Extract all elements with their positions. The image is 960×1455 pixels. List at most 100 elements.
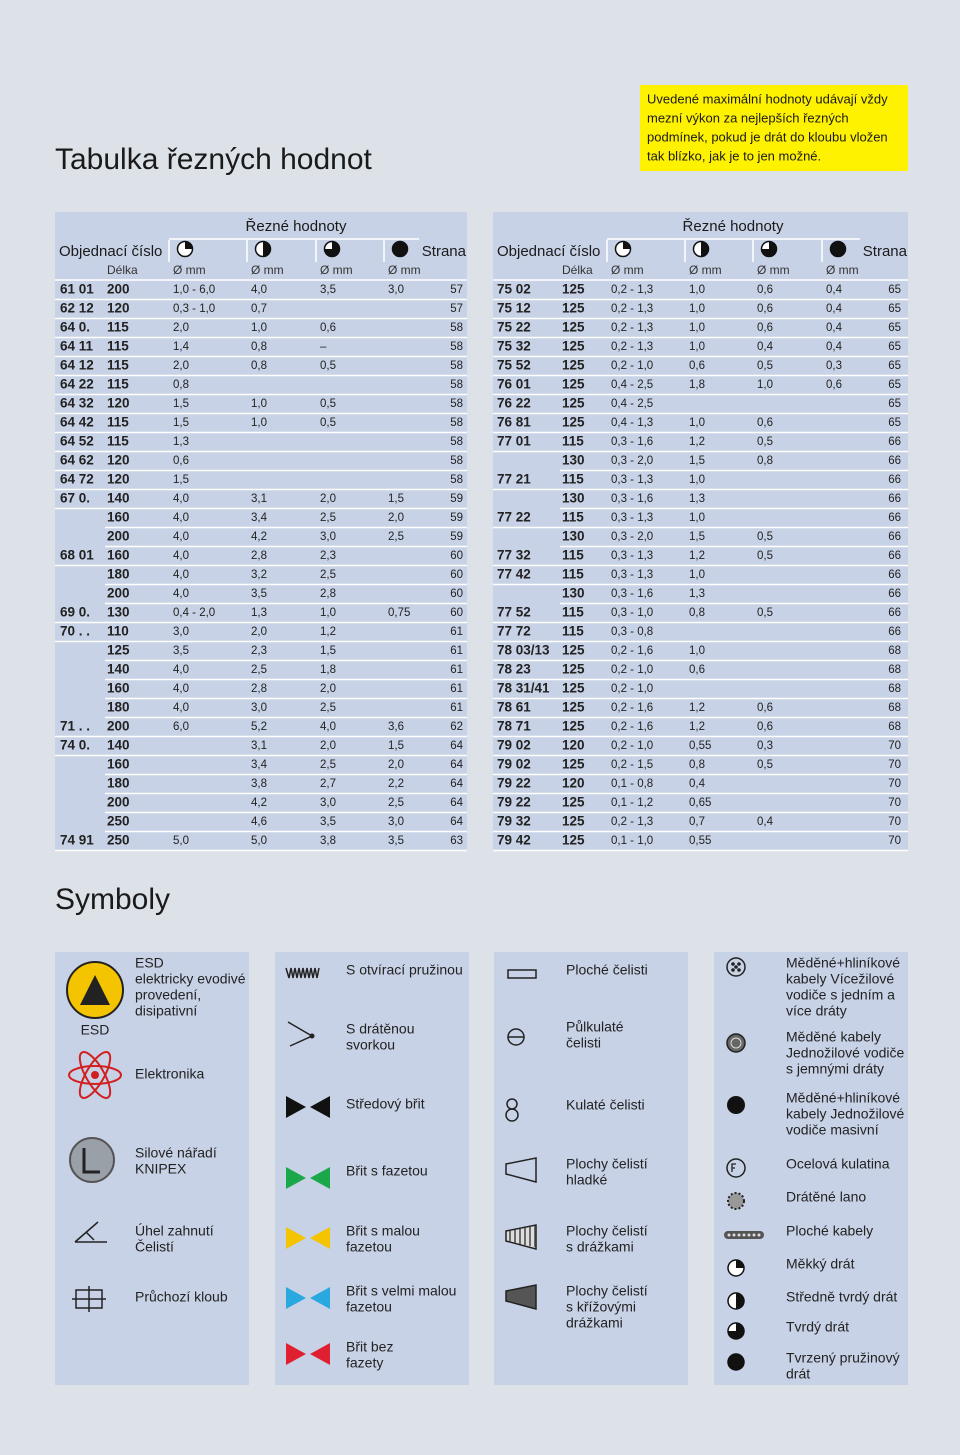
icon xyxy=(737,962,741,966)
value-cell: 1,5 xyxy=(173,417,189,429)
value-cell: 3,5 xyxy=(320,284,336,296)
order-header: Objednací číslo xyxy=(59,243,162,260)
value-cell: – xyxy=(320,341,327,353)
icon xyxy=(505,1157,537,1183)
key-cell: 69 0. xyxy=(60,605,90,620)
value-cell: 0,6 xyxy=(757,322,773,334)
key-cell: 130 xyxy=(562,586,585,601)
key-cell: 125 xyxy=(562,681,585,696)
key-cell: 79 42 xyxy=(497,833,531,848)
key-cell: 130 xyxy=(107,605,130,620)
symbol-label: Elektronika xyxy=(135,1066,204,1082)
key-cell: 61 01 xyxy=(60,282,94,297)
page-cell: 58 xyxy=(450,417,463,429)
value-cell: 2,3 xyxy=(320,550,336,562)
icon xyxy=(72,1286,106,1312)
key-cell: 78 61 xyxy=(497,700,531,715)
icon xyxy=(324,241,340,257)
symbol-label: drážkami xyxy=(566,1315,623,1331)
page-cell: 70 xyxy=(888,778,901,790)
value-cell: 2,8 xyxy=(251,683,267,695)
value-cell: 1,5 xyxy=(173,474,189,486)
icon xyxy=(286,1167,330,1189)
subheader: Ø mm xyxy=(388,263,421,277)
key-cell: 79 32 xyxy=(497,814,531,829)
value-cell: 3,8 xyxy=(251,778,267,790)
key-cell: 78 03/13 xyxy=(497,643,550,658)
key-cell: 125 xyxy=(562,396,585,411)
value-cell: 3,0 xyxy=(251,702,267,714)
page-cell: 61 xyxy=(450,645,463,657)
value-cell: 3,0 xyxy=(388,284,404,296)
symbol-label: Měděné kabely xyxy=(786,1029,881,1045)
key-cell: 67 0. xyxy=(60,491,90,506)
page-cell: 66 xyxy=(888,455,901,467)
value-cell: 4,0 xyxy=(173,493,189,505)
value-cell: 1,5 xyxy=(388,493,404,505)
value-cell: 5,0 xyxy=(251,835,267,847)
key-cell: 78 23 xyxy=(497,662,531,677)
page-cell: 68 xyxy=(888,645,901,657)
page-cell: 64 xyxy=(450,816,463,828)
symbol-label: fazetou xyxy=(346,1299,392,1315)
value-cell: 0,3 - 1,0 xyxy=(611,607,653,619)
symbol-label: Drátěné lano xyxy=(786,1189,866,1205)
value-cell: 1,0 xyxy=(689,645,705,657)
value-cell: 0,8 xyxy=(757,455,773,467)
icon xyxy=(728,1323,744,1339)
key-cell: 115 xyxy=(107,320,129,335)
symbol-label: Čelistí xyxy=(135,1239,174,1255)
key-cell: 200 xyxy=(107,529,130,544)
value-cell: 4,0 xyxy=(320,721,336,733)
value-cell: 3,5 xyxy=(173,645,189,657)
icon xyxy=(74,1221,107,1243)
value-cell: 1,5 xyxy=(173,398,189,410)
value-cell: 3,0 xyxy=(320,531,336,543)
key-cell: 79 02 xyxy=(497,757,531,772)
symbol-label: více dráty xyxy=(786,1003,847,1019)
value-cell: 2,7 xyxy=(320,778,336,790)
value-cell: 0,55 xyxy=(689,835,711,847)
value-cell: 2,0 xyxy=(173,322,189,334)
page-cell: 60 xyxy=(450,588,463,600)
value-cell: 0,4 - 2,5 xyxy=(611,398,653,410)
value-cell: 0,4 xyxy=(826,341,843,353)
page-cell: 64 xyxy=(450,797,463,809)
subheader: Ø mm xyxy=(757,263,790,277)
value-cell: 0,3 - 2,0 xyxy=(611,531,653,543)
value-cell: 0,2 - 1,6 xyxy=(611,645,653,657)
value-cell: 2,2 xyxy=(388,778,404,790)
key-cell: 160 xyxy=(107,548,130,563)
symbol-label: provedení, xyxy=(135,987,201,1003)
key-cell: 140 xyxy=(107,738,130,753)
value-cell: 1,0 xyxy=(251,417,267,429)
key-cell: 125 xyxy=(562,415,585,430)
symbol-label: kabely Vícežilové xyxy=(786,971,894,987)
value-cell: 0,2 - 1,3 xyxy=(611,816,653,828)
value-cell: 0,3 xyxy=(826,360,842,372)
key-cell: 180 xyxy=(107,776,130,791)
key-cell: 200 xyxy=(107,282,130,297)
value-cell: 0,6 xyxy=(757,417,773,429)
key-cell: 120 xyxy=(562,738,585,753)
symbol-label: Plochy čelistí xyxy=(566,1156,648,1172)
symbol-label: Plochy čelistí xyxy=(566,1283,648,1299)
value-cell: 4,0 xyxy=(173,531,189,543)
key-cell: 115 xyxy=(107,434,129,449)
value-cell: 0,6 xyxy=(757,303,773,315)
value-cell: 0,4 - 2,5 xyxy=(611,379,653,391)
value-cell: 3,1 xyxy=(251,493,267,505)
value-cell: 0,4 - 2,0 xyxy=(173,607,215,619)
value-cell: 3,0 xyxy=(388,816,404,828)
key-cell: 125 xyxy=(562,377,585,392)
key-cell: 77 42 xyxy=(497,567,531,582)
page-cell: 61 xyxy=(450,683,463,695)
value-cell: 0,5 xyxy=(757,550,773,562)
key-cell: 74 0. xyxy=(60,738,90,753)
value-cell: 1,4 xyxy=(173,341,190,353)
value-cell: 4,0 xyxy=(173,550,189,562)
value-cell: 4,2 xyxy=(251,797,267,809)
value-cell: 2,8 xyxy=(320,588,336,600)
value-cell: 0,2 - 1,3 xyxy=(611,322,653,334)
page-cell: 70 xyxy=(888,740,901,752)
